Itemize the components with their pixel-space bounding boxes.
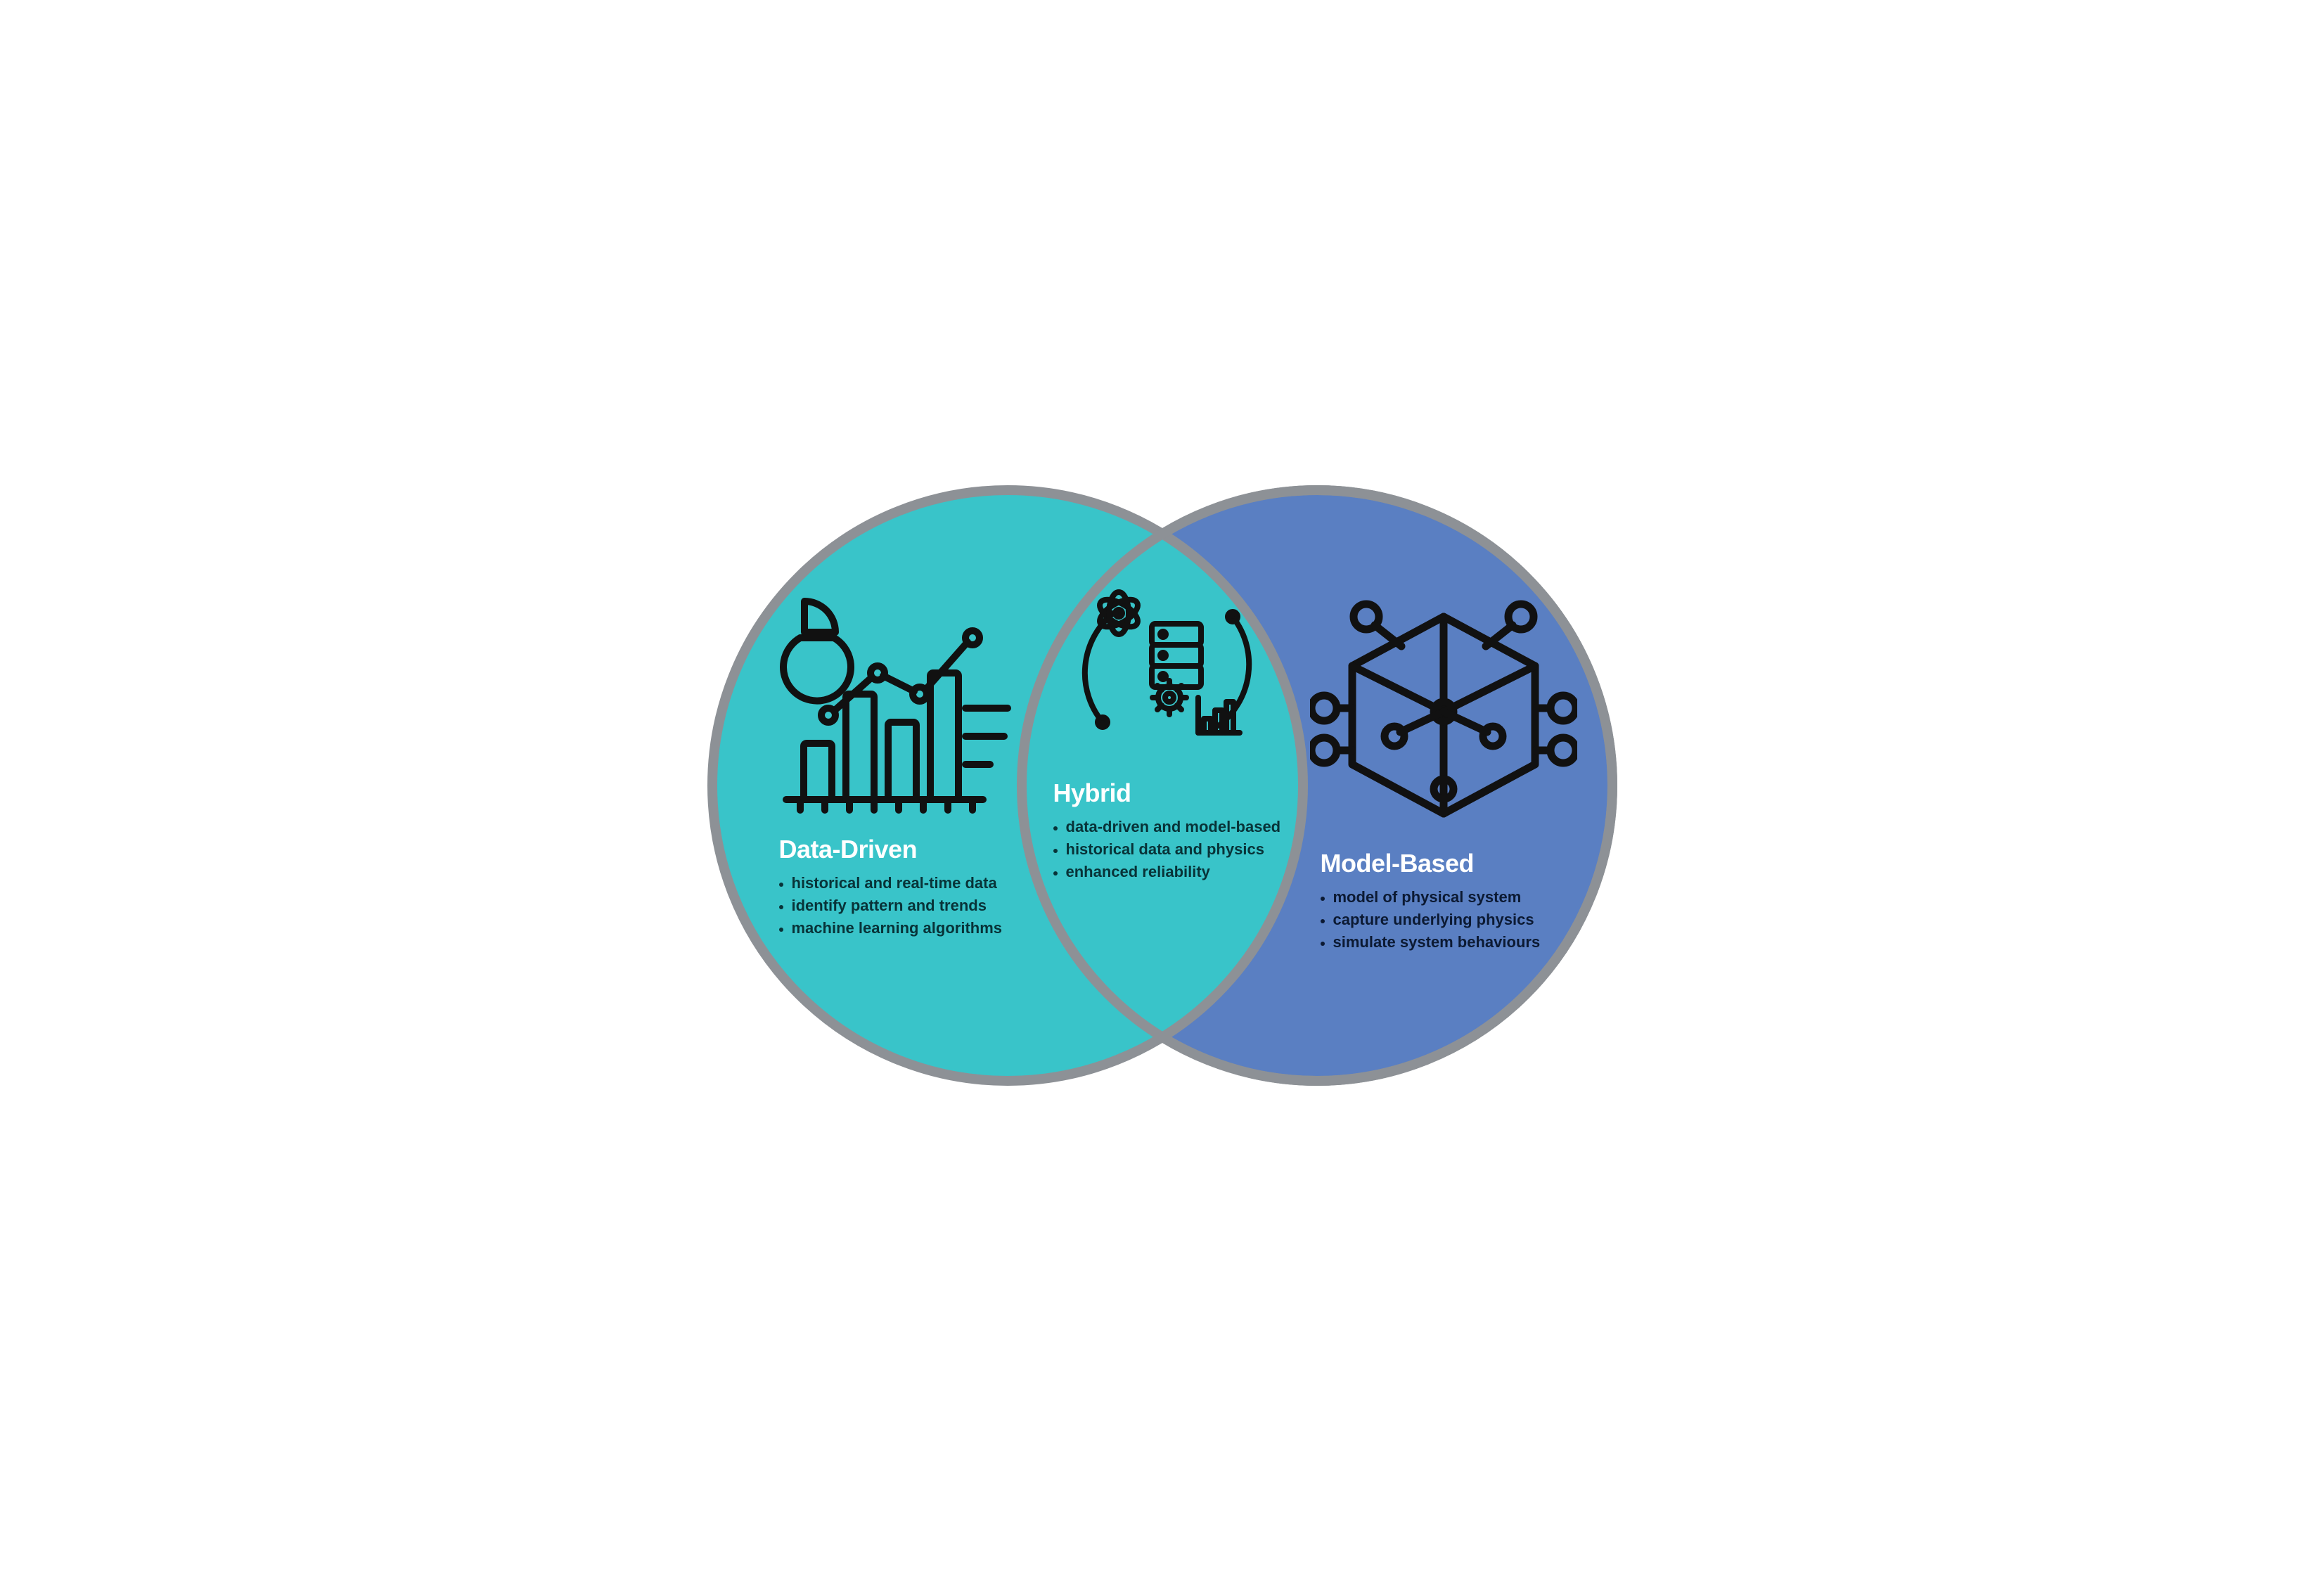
analytics-icon	[772, 596, 1011, 821]
list-item: enhanced reliability	[1053, 863, 1285, 881]
right-bullets: model of physical system capture underly…	[1321, 888, 1574, 951]
list-item: historical and real-time data	[779, 874, 1032, 892]
right-title: Model-Based	[1321, 849, 1574, 878]
model-cube-icon	[1310, 589, 1577, 828]
list-item: data-driven and model-based	[1053, 818, 1285, 836]
left-region: Data-Driven historical and real-time dat…	[779, 835, 1032, 942]
list-item: simulate system behaviours	[1321, 933, 1574, 951]
center-region: Hybrid data-driven and model-based histo…	[1053, 778, 1285, 885]
right-region: Model-Based model of physical system cap…	[1321, 849, 1574, 956]
center-bullets: data-driven and model-based historical d…	[1053, 818, 1285, 881]
list-item: capture underlying physics	[1321, 911, 1574, 929]
list-item: historical data and physics	[1053, 840, 1285, 859]
list-item: identify pattern and trends	[779, 897, 1032, 915]
center-title: Hybrid	[1053, 778, 1285, 808]
left-title: Data-Driven	[779, 835, 1032, 864]
list-item: machine learning algorithms	[779, 919, 1032, 937]
venn-diagram: Data-Driven historical and real-time dat…	[698, 469, 1626, 1102]
left-bullets: historical and real-time data identify p…	[779, 874, 1032, 937]
list-item: model of physical system	[1321, 888, 1574, 906]
hybrid-icon	[1074, 575, 1257, 764]
